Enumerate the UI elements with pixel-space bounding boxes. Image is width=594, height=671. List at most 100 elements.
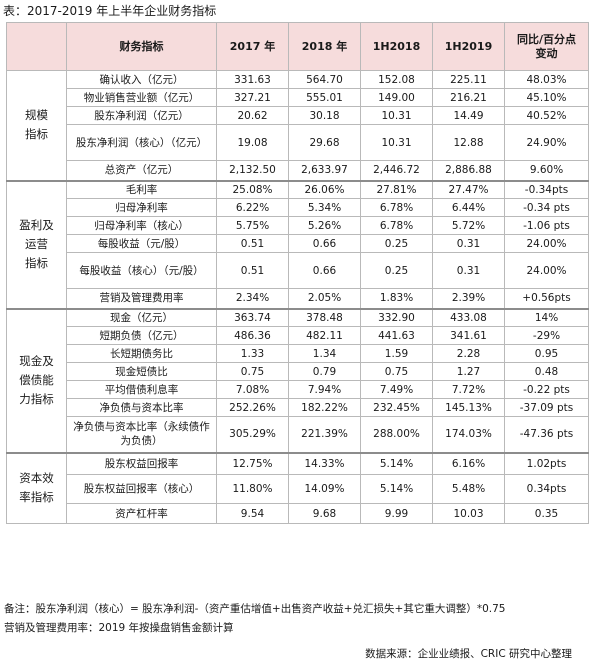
value-1h2018: 441.63 (360, 326, 433, 345)
value-2017: 9.54 (216, 503, 289, 524)
value-1h2019: 14.49 (432, 106, 505, 125)
value-1h2018: 10.31 (360, 124, 433, 161)
value-1h2019: 12.88 (432, 124, 505, 161)
value-2018: 555.01 (288, 88, 361, 107)
value-2017: 2,132.50 (216, 160, 289, 181)
change-value: 9.60% (504, 160, 589, 181)
change-value: -0.34pts (504, 179, 589, 199)
value-1h2018: 288.00% (360, 416, 433, 453)
indicator-label: 股东权益回报率（核心） (66, 474, 217, 504)
value-2017: 19.08 (216, 124, 289, 161)
value-1h2019: 10.03 (432, 503, 505, 524)
value-2017: 486.36 (216, 326, 289, 345)
header-indicator: 财务指标 (66, 22, 217, 71)
value-2017: 6.22% (216, 198, 289, 217)
header-corner (6, 22, 67, 71)
indicator-label: 现金（亿元） (66, 307, 217, 327)
value-1h2019: 2.39% (432, 288, 505, 309)
value-2017: 363.74 (216, 307, 289, 327)
value-2018: 30.18 (288, 106, 361, 125)
indicator-label: 总资产（亿元） (66, 160, 217, 181)
table-row: 股东权益回报率（核心） 11.80% 14.09% 5.14% 5.48% 0.34pts (7, 474, 589, 504)
indicator-label: 资产杠杆率 (66, 503, 217, 524)
value-2017: 7.08% (216, 380, 289, 399)
table-row: 规模 指标 确认收入（亿元） 331.63 564.70 152.08 225.11 48.0… (6, 70, 589, 181)
table-body: 财务指标 2017 年 2018 年 1H2018 1H2019 同比/百分点 … (6, 22, 589, 524)
table-row: 每股收益（核心）（元/股） 0.51 0.66 0.25 0.31 24.00% (7, 252, 589, 289)
value-2018: 482.11 (288, 326, 361, 345)
value-1h2018: 332.90 (360, 307, 433, 327)
table-row: 平均借债利息率 7.08% 7.94% 7.49% 7.72% -0.22 pts (7, 380, 589, 399)
table-row: 总资产（亿元） 2,132.50 2,633.97 2,446.72 2,886.88 9… (7, 160, 589, 181)
value-2017: 0.75 (216, 362, 289, 381)
table-row: 现金短债比 0.75 0.79 0.75 1.27 0.48 (7, 362, 589, 381)
value-2018: 2,633.97 (288, 160, 361, 181)
indicator-label: 每股收益（核心）（元/股） (66, 252, 217, 289)
value-2018: 0.79 (288, 362, 361, 381)
change-value: 24.00% (504, 234, 589, 253)
header-1h2019: 1H2019 (432, 22, 505, 71)
value-2017: 252.26% (216, 398, 289, 417)
group-label-line: 资本效 (19, 471, 54, 486)
header-2017: 2017 年 (216, 22, 289, 71)
change-value: 0.48 (504, 362, 589, 381)
table-row: 股东净利润（核心）（亿元） 19.08 29.68 10.31 12.88 24.90% (7, 124, 589, 161)
value-2018: 7.94% (288, 380, 361, 399)
indicator-label: 确认收入（亿元） (66, 70, 217, 89)
value-1h2018: 152.08 (360, 70, 433, 89)
table-row: 盈利及 运营 指标 毛利率 25.08% 26.06% 27.81% 27.47% -0.34p… (6, 179, 589, 309)
change-value: -1.06 pts (504, 216, 589, 235)
value-1h2018: 10.31 (360, 106, 433, 125)
change-value: 48.03% (504, 70, 589, 89)
indicator-label: 每股收益（元/股） (66, 234, 217, 253)
value-2018: 378.48 (288, 307, 361, 327)
value-2018: 5.26% (288, 216, 361, 235)
group-label-cash-solvency: 现金及 偿债能 力指标 (6, 307, 67, 453)
value-1h2019: 0.31 (432, 234, 505, 253)
value-1h2019: 145.13% (432, 398, 505, 417)
value-1h2019: 5.48% (432, 474, 505, 504)
value-1h2019: 174.03% (432, 416, 505, 453)
header-2018: 2018 年 (288, 22, 361, 71)
table-row: 净负债与资本比率 252.26% 182.22% 232.45% 145.13% -37.… (7, 398, 589, 417)
change-value: 40.52% (504, 106, 589, 125)
value-1h2019: 5.72% (432, 216, 505, 235)
group-label-capital-efficiency: 资本效 率指标 (6, 451, 67, 524)
value-1h2018: 232.45% (360, 398, 433, 417)
indicator-label: 平均借债利息率 (66, 380, 217, 399)
value-1h2019: 6.16% (432, 451, 505, 475)
indicator-label: 股东净利润（亿元） (66, 106, 217, 125)
group-label-line: 力指标 (19, 392, 54, 406)
table-row: 长短期债务比 1.33 1.34 1.59 2.28 0.95 (7, 344, 589, 363)
change-value: 0.35 (504, 503, 589, 524)
indicator-label: 净负债与资本比率 (66, 398, 217, 417)
value-2017: 11.80% (216, 474, 289, 504)
change-value: -47.36 pts (504, 416, 589, 453)
value-1h2018: 149.00 (360, 88, 433, 107)
group-label-line: 盈利及 (19, 218, 54, 232)
footnote-core-profit: 备注：股东净利润（核心）= 股东净利润-（资产重估增值+出售资产收益+兑汇损失+… (4, 603, 506, 615)
header-1h2018: 1H2018 (360, 22, 433, 71)
value-2018: 26.06% (288, 179, 361, 199)
value-1h2018: 0.75 (360, 362, 433, 381)
value-2017: 1.33 (216, 344, 289, 363)
value-1h2019: 7.72% (432, 380, 505, 399)
value-2018: 5.34% (288, 198, 361, 217)
table-row: 现金及 偿债能 力指标 现金（亿元） 363.74 378.48 332.90 433.08 1… (6, 307, 589, 453)
change-value: 0.34pts (504, 474, 589, 504)
value-2018: 2.05% (288, 288, 361, 309)
value-2017: 0.51 (216, 234, 289, 253)
value-2017: 305.29% (216, 416, 289, 453)
group-label-line: 规模 (25, 108, 48, 123)
indicator-label: 股东净利润（核心）（亿元） (66, 124, 217, 161)
value-1h2019: 341.61 (432, 326, 505, 345)
data-source: 数据来源：企业业绩报、CRIC 研究中心整理 (365, 648, 572, 660)
indicator-label: 长短期债务比 (66, 344, 217, 363)
indicator-label: 归母净利率 (66, 198, 217, 217)
group-label-profitability: 盈利及 运营 指标 (6, 179, 67, 309)
value-1h2019: 433.08 (432, 307, 505, 327)
table-header-row: 财务指标 2017 年 2018 年 1H2018 1H2019 同比/百分点 … (6, 22, 589, 71)
value-1h2018: 27.81% (360, 179, 433, 199)
value-2017: 2.34% (216, 288, 289, 309)
value-1h2019: 0.31 (432, 252, 505, 289)
